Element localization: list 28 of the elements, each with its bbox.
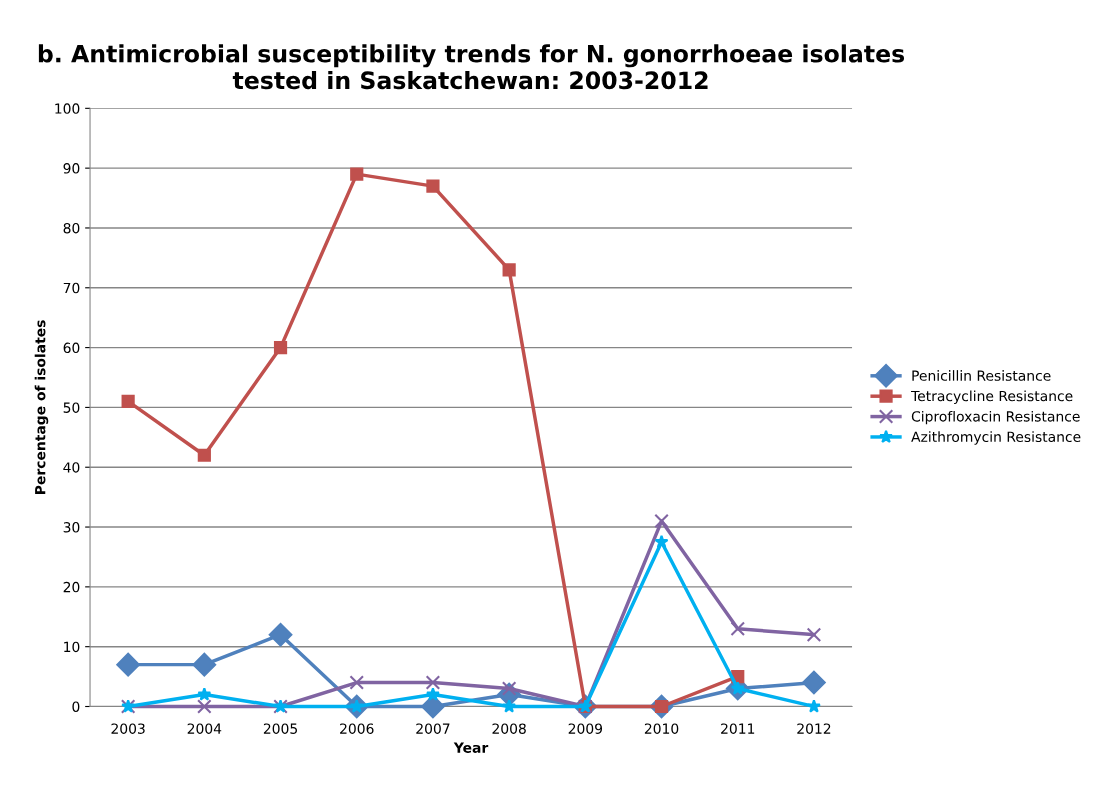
y-tick-label: 100 <box>55 103 80 114</box>
x-tick-label: 2006 <box>340 723 374 734</box>
y-tick-label: 90 <box>63 163 80 174</box>
y-tick-label: 20 <box>63 581 80 593</box>
y-tick-label: 0 <box>72 701 80 712</box>
legend-label: Azithromycin Resistance <box>911 431 1081 445</box>
x-tick-label: 2004 <box>187 723 222 734</box>
x-tick-label: 2010 <box>644 723 679 734</box>
y-tick-label: 10 <box>64 641 80 653</box>
legend-label: Tetracycline Resistance <box>911 390 1073 404</box>
y-tick-label: 40 <box>63 462 80 473</box>
x-tick-label: 2005 <box>263 723 297 734</box>
chart-title: b. Antimicrobial susceptibility trends for N. gonorrhoeae isolates tested in Saskatchewan: 2003-2012 <box>38 44 905 90</box>
y-tick-label: 70 <box>63 282 80 294</box>
x-tick-label: 2008 <box>492 723 526 734</box>
x-tick-label: 2012 <box>797 723 831 734</box>
x-tick-label: 2009 <box>568 723 603 734</box>
y-tick-label: 50 <box>63 402 80 413</box>
legend-label: Penicillin Resistance <box>912 370 1051 381</box>
y-tick-label: 80 <box>63 222 80 234</box>
x-axis-title: Year <box>453 742 489 753</box>
x-tick-label: 2007 <box>416 723 450 734</box>
y-tick-label: 30 <box>63 522 80 533</box>
x-tick-label: 2011 <box>721 723 755 734</box>
legend-label: Ciprofloxacin Resistance <box>911 410 1080 425</box>
y-axis-title: Percentage of isolates <box>34 320 49 494</box>
x-tick-label: 2003 <box>111 723 145 734</box>
y-tick-label: 60 <box>63 342 80 354</box>
